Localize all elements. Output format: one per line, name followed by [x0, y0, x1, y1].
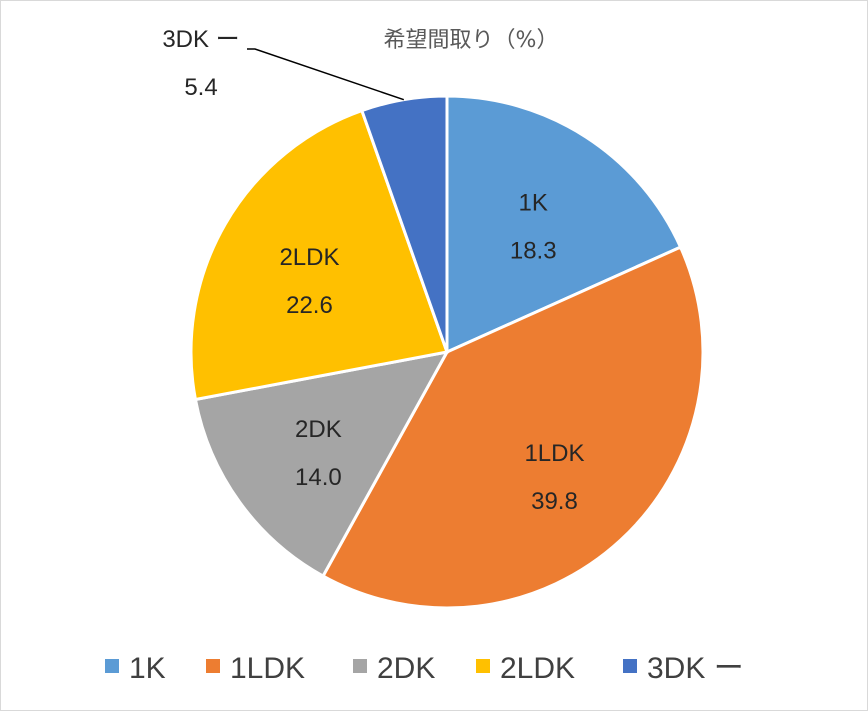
pie-slice-1k — [445, 94, 683, 355]
data-label-category-3dk: 3DK ー — [162, 26, 239, 53]
legend-swatch-1k — [105, 659, 119, 673]
legend-label-2ldk: 2LDK — [500, 652, 575, 685]
data-label-value-1k: 18.3 — [510, 238, 557, 265]
data-label-category-2dk: 2DK — [295, 416, 342, 443]
legend-swatch-1ldk — [206, 659, 220, 673]
pie-slice-3dk — [359, 94, 449, 353]
pie-slice-1ldk — [321, 245, 705, 610]
legend-label-3dk: 3DK ー — [647, 652, 744, 685]
legend-label-1k: 1K — [129, 652, 166, 685]
leader-line-3dk — [247, 48, 405, 101]
chart-title: 希望間取り（%） — [384, 28, 559, 53]
legend-swatch-3dk — [623, 659, 637, 673]
data-label-value-2ldk: 22.6 — [286, 292, 333, 319]
data-label-category-1ldk: 1LDK — [524, 440, 584, 467]
legend-swatch-2ldk — [476, 659, 490, 673]
data-label-value-1ldk: 39.8 — [531, 488, 578, 515]
legend-label-2dk: 2DK — [377, 652, 435, 685]
data-label-category-2ldk: 2LDK — [279, 244, 339, 271]
pie-slice-2ldk — [189, 108, 449, 402]
data-label-value-2dk: 14.0 — [295, 464, 342, 491]
legend-swatch-2dk — [353, 659, 367, 673]
data-label-value-3dk: 5.4 — [184, 74, 217, 101]
legend-label-1ldk: 1LDK — [230, 652, 305, 685]
pie-slice-2dk — [193, 349, 450, 579]
data-label-category-1k: 1K — [519, 190, 548, 217]
